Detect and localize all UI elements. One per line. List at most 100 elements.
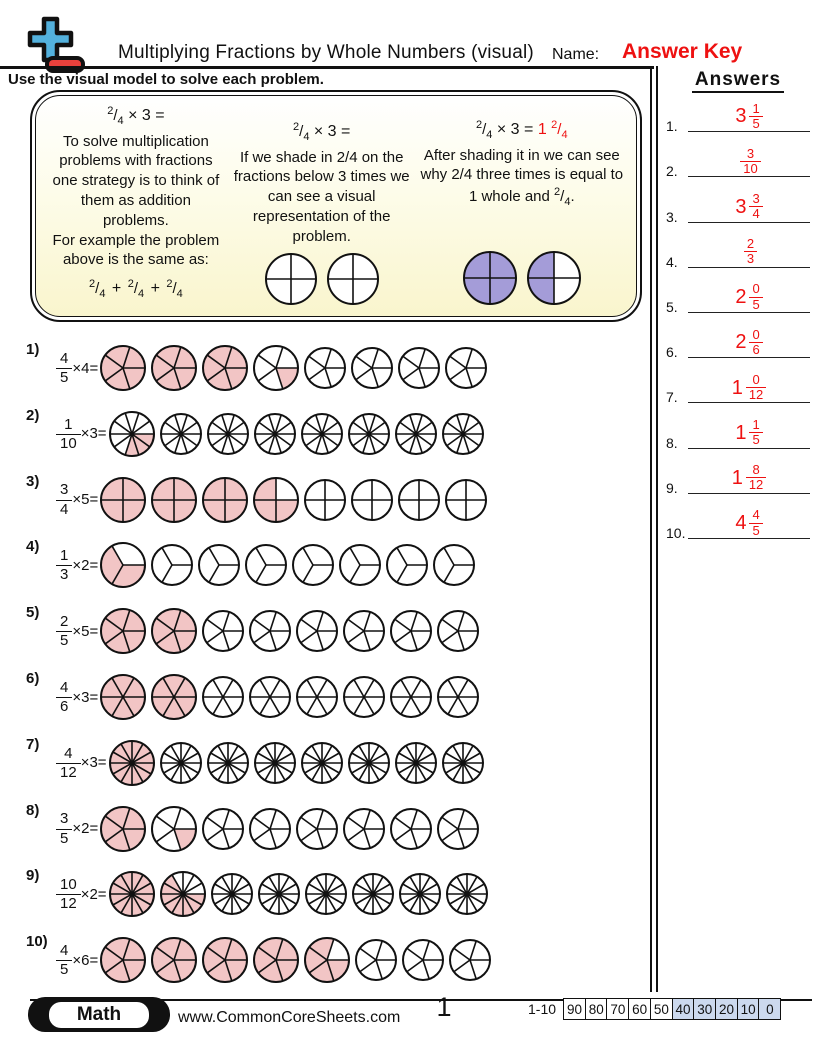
fraction-circle <box>100 345 147 391</box>
grade-scale-cell: 90 <box>563 998 587 1020</box>
grade-scale-cell: 70 <box>606 998 630 1020</box>
answer-key-label: Answer Key <box>622 40 743 63</box>
fraction-circle <box>304 873 347 916</box>
answer-number: 3. <box>666 208 678 225</box>
fraction-circles-row <box>99 805 642 853</box>
fraction-circle <box>206 741 249 784</box>
answer-number: 7. <box>666 389 678 406</box>
example-circles-shaded <box>418 250 626 306</box>
fraction-circle <box>198 544 241 587</box>
fraction-circle <box>202 610 245 653</box>
fraction-circles-row <box>99 936 642 984</box>
answer-row: 3. 3 3 4 <box>658 182 816 227</box>
fraction-circle <box>449 939 492 982</box>
fraction-circles-row <box>99 476 642 524</box>
fraction-circle <box>351 347 394 389</box>
fraction-circle <box>304 347 347 389</box>
fraction-circle <box>390 676 433 718</box>
problem-number: 5) <box>26 604 40 622</box>
answer-value: 4 4 5 <box>688 507 810 538</box>
fraction-circles-row <box>99 673 642 721</box>
answer-whole-number: 1 <box>731 376 743 399</box>
fraction-circle <box>264 253 317 305</box>
problem-fraction: 2 5 <box>56 613 73 650</box>
fraction-circle <box>445 347 488 389</box>
fraction-circle <box>296 807 339 850</box>
problem-number: 3) <box>26 472 40 490</box>
example-body-2: If we shade in 2/4 on the fractions belo… <box>233 148 410 245</box>
fraction-circle <box>433 544 476 587</box>
answer-fraction: 1 5 <box>749 417 763 448</box>
problem-multiplier: ×3= <box>80 754 107 772</box>
fraction-circle <box>339 544 382 587</box>
fraction-circle <box>300 412 343 455</box>
fraction-circle <box>343 807 386 850</box>
problem-fraction: 4 5 <box>56 942 73 979</box>
answer-number: 2. <box>666 163 678 180</box>
fraction-circle <box>351 873 394 916</box>
fraction-circle <box>398 873 441 916</box>
answer-whole-number: 3 <box>735 195 747 218</box>
example-box-inner: 2/4 × 3 = To solve multiplication proble… <box>35 95 637 317</box>
answer-row: 5. 2 0 5 <box>658 273 816 318</box>
answer-value: 2 0 5 <box>688 282 810 312</box>
fraction-2-4: 2/4 <box>554 186 571 209</box>
fraction-circle <box>100 937 147 984</box>
fraction-circle <box>437 676 480 718</box>
problem-row: 2) 1 10 ×3= <box>26 402 642 466</box>
fraction-circles-row <box>99 344 642 392</box>
fraction-circle <box>151 608 198 655</box>
fraction-circle <box>296 610 339 653</box>
answer-row: 2. 3 10 <box>658 137 816 182</box>
fraction-2-4: 2/4 <box>476 119 493 141</box>
instruction-text: Use the visual model to solve each probl… <box>8 71 324 88</box>
fraction-circle <box>151 476 198 523</box>
fraction-circle <box>245 544 288 587</box>
answer-fraction: 3 4 <box>749 191 763 222</box>
fraction-2-4: 2/4 <box>166 278 183 301</box>
fraction-circle <box>441 412 484 455</box>
problem-fraction: 4 12 <box>56 745 81 782</box>
answer-number: 8. <box>666 434 678 451</box>
fraction-circle <box>437 610 480 653</box>
fraction-circle <box>108 871 155 918</box>
example-column-3: 2/4 × 3 = 1 2/4 After shading it in we c… <box>418 102 626 310</box>
fraction-circle <box>390 610 433 653</box>
problem-fraction: 3 5 <box>56 810 73 847</box>
fraction-circle <box>202 937 249 984</box>
fraction-circles-row <box>108 410 642 458</box>
fraction-circles-row <box>99 607 642 655</box>
fraction-circle <box>445 873 488 916</box>
answer-number: 5. <box>666 298 678 315</box>
example-result-whole: 1 <box>537 121 547 138</box>
fraction-circle <box>249 610 292 653</box>
header-rule <box>0 66 654 69</box>
fraction-circle <box>437 807 480 850</box>
answer-blank-line <box>688 447 810 449</box>
fraction-circle <box>253 741 296 784</box>
fraction-circle <box>398 347 441 389</box>
answer-blank-line <box>688 266 810 268</box>
problem-fraction: 4 5 <box>56 350 73 387</box>
grade-scale-label: 1-10 <box>528 1001 557 1017</box>
fraction-circle <box>351 478 394 521</box>
page-title: Multiplying Fractions by Whole Numbers (… <box>118 42 534 63</box>
grade-scale: 1-10 90 80 70 60 50 40 30 20 10 0 <box>528 998 782 1020</box>
answer-whole-number: 4 <box>735 512 747 535</box>
grade-scale-cells: 90 80 70 60 50 40 30 20 10 0 <box>563 998 782 1020</box>
problem-number: 4) <box>26 538 40 556</box>
answers-heading: Answers <box>660 69 816 93</box>
fraction-circle <box>300 741 343 784</box>
example-equation-1: 2/4 × 3 = <box>107 105 165 127</box>
answer-fraction: 1 5 <box>749 101 763 132</box>
fraction-2-4: 2/4 <box>107 105 124 127</box>
fraction-circle <box>402 939 445 982</box>
fraction-circle <box>441 741 484 784</box>
problem-multiplier: ×4= <box>72 359 99 377</box>
problem-row: 1) 4 5 ×4= <box>26 336 642 400</box>
fraction-circle <box>355 939 398 982</box>
answer-number: 10. <box>666 524 686 541</box>
fraction-circle <box>202 476 249 523</box>
example-addition-line: 2/4 + 2/4 + 2/4 <box>89 278 183 301</box>
answer-number: 1. <box>666 118 678 135</box>
